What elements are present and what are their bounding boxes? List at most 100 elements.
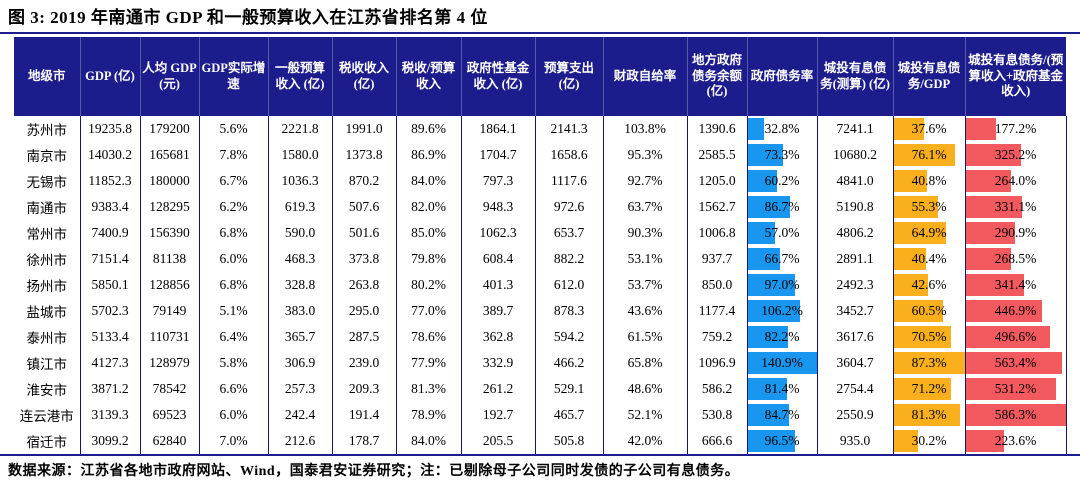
cell: 328.8 xyxy=(268,272,333,298)
cell: 261.2 xyxy=(461,376,536,402)
cell-value: 40.8% xyxy=(911,173,947,188)
cell: 63.7% xyxy=(603,194,688,220)
cell: 6.6% xyxy=(199,376,269,402)
cell: 103.8% xyxy=(603,116,688,142)
cell: 590.0 xyxy=(268,220,333,246)
city-cell: 徐州市 xyxy=(14,246,81,272)
bar-cell: 71.2% xyxy=(893,376,966,402)
cell-value: 42.6% xyxy=(911,277,947,292)
bar-cell: 264.0% xyxy=(965,168,1067,194)
cell: 1658.6 xyxy=(535,142,604,168)
col-header-2: 人均 GDP (元) xyxy=(140,37,200,116)
cell: 128979 xyxy=(140,350,200,376)
cell: 878.3 xyxy=(535,298,604,324)
cell: 608.4 xyxy=(461,246,536,272)
bar-cell: 60.2% xyxy=(747,168,818,194)
cell-value: 81.3% xyxy=(911,407,947,422)
data-bar xyxy=(747,378,788,400)
bar-cell: 40.4% xyxy=(893,246,966,272)
table-body: 苏州市 19235.8 179200 5.6% 2221.8 1991.0 89.6% 186… xyxy=(14,116,1067,454)
data-bar xyxy=(747,248,781,270)
cell: 5.8% xyxy=(199,350,269,376)
cell: 3604.7 xyxy=(817,350,894,376)
cell: 95.3% xyxy=(603,142,688,168)
data-bar xyxy=(965,430,1004,452)
cell: 180000 xyxy=(140,168,200,194)
data-bar xyxy=(965,222,1016,244)
data-bar xyxy=(893,144,956,166)
data-bar xyxy=(965,118,996,140)
cell: 2221.8 xyxy=(268,116,333,142)
cell: 389.7 xyxy=(461,298,536,324)
cell: 3099.2 xyxy=(80,428,141,454)
data-bar xyxy=(965,404,1066,426)
data-bar xyxy=(747,430,795,452)
cell: 52.1% xyxy=(603,402,688,428)
title-rule xyxy=(0,32,1080,34)
cell: 77.0% xyxy=(396,298,462,324)
table-row: 苏州市 19235.8 179200 5.6% 2221.8 1991.0 89.6% 186… xyxy=(14,116,1067,142)
cell: 797.3 xyxy=(461,168,536,194)
table-wrap: 地级市 GDP (亿) 人均 GDP (元) GDP实际增速 一般预算收入 (亿) 税收收… xyxy=(14,37,1080,454)
cell: 507.6 xyxy=(332,194,397,220)
col-header-4: 一般预算收入 (亿) xyxy=(268,37,333,116)
cell: 77.9% xyxy=(396,350,462,376)
col-header-5: 税收收入(亿) xyxy=(332,37,397,116)
cell: 1991.0 xyxy=(332,116,397,142)
cell: 42.0% xyxy=(603,428,688,454)
cell-value: 446.9% xyxy=(994,303,1037,318)
cell-value: 223.6% xyxy=(994,433,1037,448)
cell: 80.2% xyxy=(396,272,462,298)
city-cell: 扬州市 xyxy=(14,272,81,298)
cell: 6.0% xyxy=(199,246,269,272)
bar-cell: 140.9% xyxy=(747,350,818,376)
cell: 619.3 xyxy=(268,194,333,220)
cell: 81.3% xyxy=(396,376,462,402)
cell-value: 96.5% xyxy=(764,433,800,448)
cell: 128856 xyxy=(140,272,200,298)
cell: 192.7 xyxy=(461,402,536,428)
cell-value: 76.1% xyxy=(911,147,947,162)
data-bar xyxy=(965,196,1022,218)
cell: 85.0% xyxy=(396,220,462,246)
cell: 653.7 xyxy=(535,220,604,246)
cell-value: 331.1% xyxy=(994,199,1037,214)
cell: 2891.1 xyxy=(817,246,894,272)
cell: 7241.1 xyxy=(817,116,894,142)
cell: 14030.2 xyxy=(80,142,141,168)
bar-cell: 97.0% xyxy=(747,272,818,298)
cell-value: 55.3% xyxy=(911,199,947,214)
cell: 81138 xyxy=(140,246,200,272)
bar-cell: 70.5% xyxy=(893,324,966,350)
data-bar xyxy=(893,430,919,452)
cell: 6.7% xyxy=(199,168,269,194)
bar-cell: 57.0% xyxy=(747,220,818,246)
city-cell: 苏州市 xyxy=(14,116,81,142)
city-cell: 宿迁市 xyxy=(14,428,81,454)
city-cell: 常州市 xyxy=(14,220,81,246)
cell-value: 496.6% xyxy=(994,329,1037,344)
cell: 295.0 xyxy=(332,298,397,324)
table-row: 南京市 14030.2 165681 7.8% 1580.0 1373.8 86.9% 170… xyxy=(14,142,1067,168)
cell: 82.0% xyxy=(396,194,462,220)
cell-value: 40.4% xyxy=(911,251,947,266)
cell: 1390.6 xyxy=(687,116,748,142)
city-cell: 盐城市 xyxy=(14,298,81,324)
cell: 6.8% xyxy=(199,272,269,298)
cell-value: 87.3% xyxy=(911,355,947,370)
cell: 4806.2 xyxy=(817,220,894,246)
cell: 850.0 xyxy=(687,272,748,298)
bar-cell: 563.4% xyxy=(965,350,1067,376)
cell: 5133.4 xyxy=(80,324,141,350)
data-bar xyxy=(893,222,947,244)
cell: 5850.1 xyxy=(80,272,141,298)
bar-cell: 84.7% xyxy=(747,402,818,428)
cell: 212.6 xyxy=(268,428,333,454)
cell: 937.7 xyxy=(687,246,748,272)
cell: 2585.5 xyxy=(687,142,748,168)
cell-value: 563.4% xyxy=(994,355,1037,370)
cell: 4841.0 xyxy=(817,168,894,194)
cell: 10680.2 xyxy=(817,142,894,168)
cell: 3871.2 xyxy=(80,376,141,402)
cell-value: 60.2% xyxy=(764,173,800,188)
